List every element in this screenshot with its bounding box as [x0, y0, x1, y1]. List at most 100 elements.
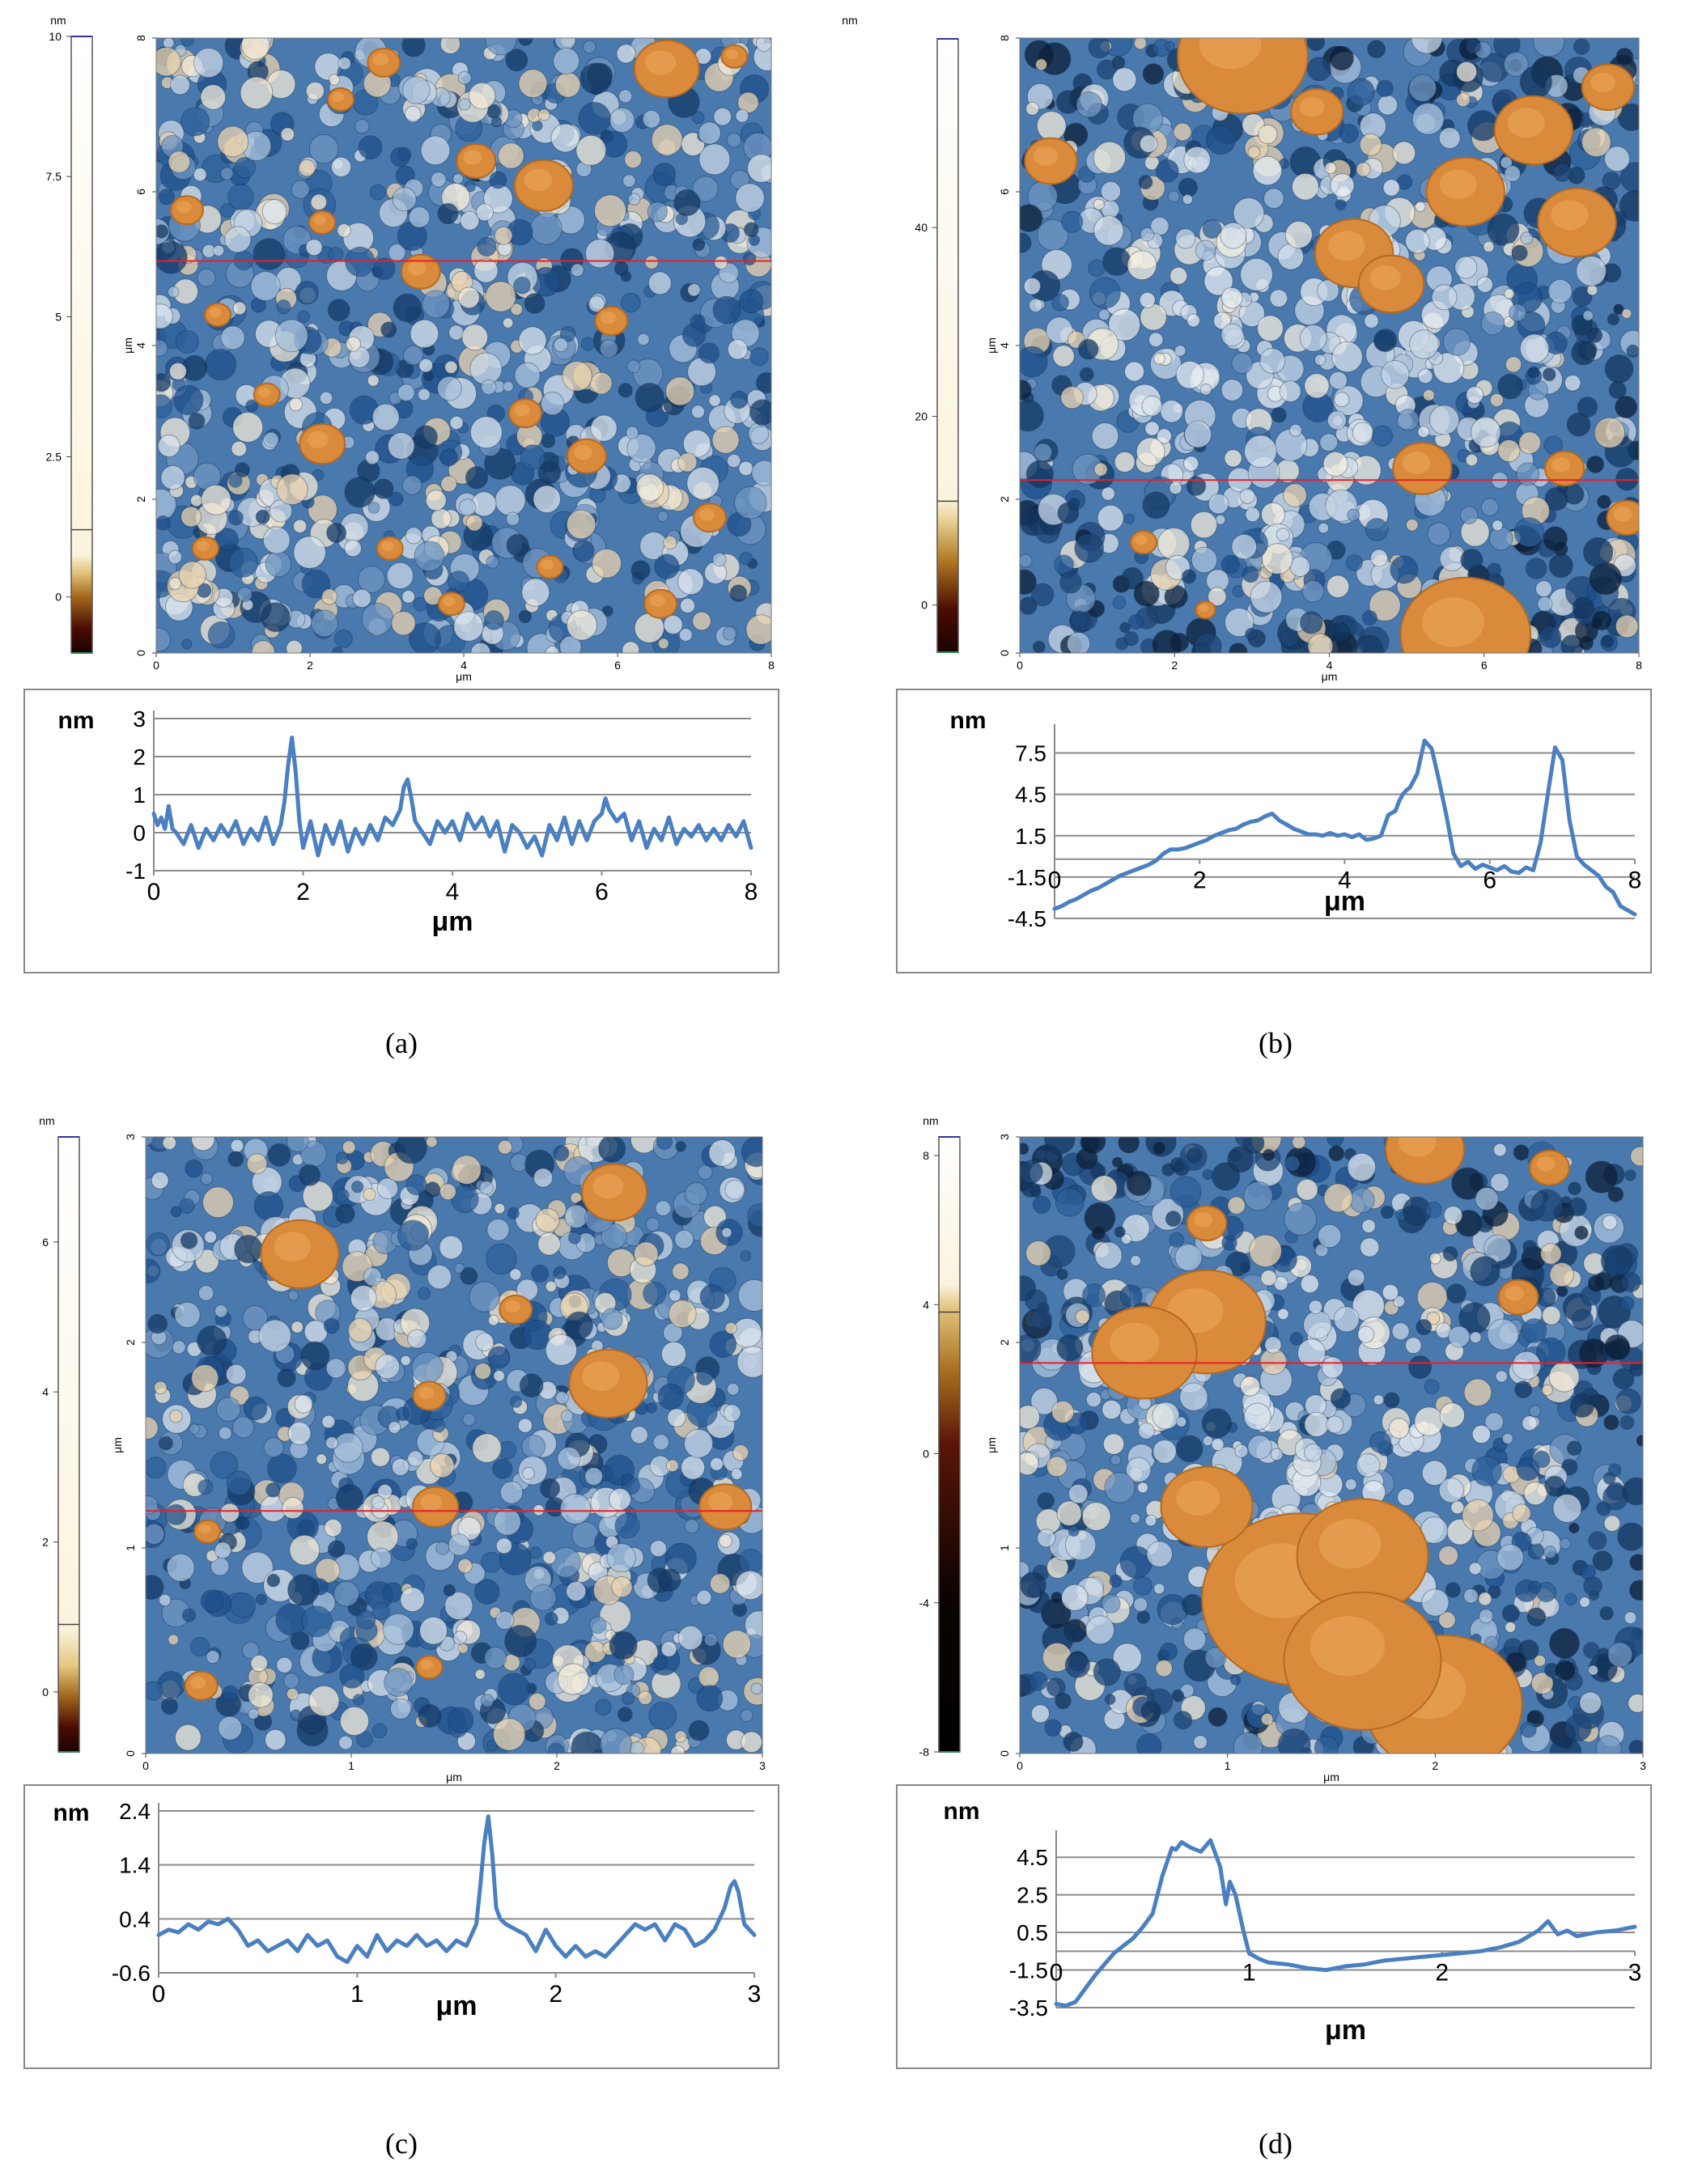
afm-texture-grain: [1553, 163, 1573, 182]
profile-data-point: [1510, 871, 1513, 872]
afm-texture-grain: [391, 1458, 410, 1476]
afm-texture-grain: [165, 1503, 187, 1525]
afm-texture-grain: [747, 1203, 762, 1228]
afm-texture-grain: [1552, 1494, 1582, 1523]
afm-texture-grain: [1462, 1499, 1494, 1532]
colorbar-tick-label: 40: [915, 221, 928, 234]
afm-texture-grain: [397, 384, 415, 402]
afm-texture-grain: [1123, 1673, 1148, 1696]
profile-data-point: [168, 1928, 170, 1931]
image-y-axis-label: μm: [121, 337, 134, 354]
afm-texture-grain: [246, 1153, 268, 1174]
afm-texture-grain: [387, 432, 415, 460]
afm-texture-grain: [537, 1232, 561, 1256]
afm-texture-grain: [1037, 1492, 1055, 1510]
chart-x-axis-label: μm: [431, 906, 473, 937]
afm-texture-grain: [739, 289, 764, 314]
profile-data-point: [1453, 853, 1454, 855]
afm-texture-grain: [518, 609, 532, 624]
profile-data-point: [1344, 1966, 1347, 1967]
afm-texture-grain: [156, 46, 181, 77]
afm-texture-grain: [564, 1204, 588, 1229]
afm-texture-grain: [282, 1673, 299, 1690]
profile-data-point: [188, 1923, 189, 1925]
afm-texture-grain: [1579, 1691, 1602, 1715]
afm-texture-grain: [630, 1426, 648, 1444]
afm-texture-grain: [540, 392, 565, 416]
profile-data-point: [1619, 905, 1621, 907]
profile-data-point: [584, 1956, 587, 1957]
afm-texture-grain: [692, 176, 719, 202]
afm-texture-grain: [1020, 1160, 1043, 1184]
chart-y-tick-label: -1.5: [1008, 865, 1046, 890]
afm-texture-grain: [1101, 486, 1115, 501]
afm-texture-grain: [219, 203, 235, 218]
afm-texture-grain: [638, 1690, 653, 1706]
profile-data-point: [325, 824, 327, 826]
afm-texture-grain: [670, 1745, 686, 1754]
afm-texture-grain: [722, 1630, 752, 1659]
afm-texture-grain: [1421, 1460, 1448, 1486]
afm-texture-grain: [566, 609, 598, 641]
afm-texture-grain: [484, 610, 504, 630]
profile-data-point: [1055, 2003, 1057, 2005]
profile-data-point: [1627, 910, 1628, 911]
profile-data-point: [280, 824, 282, 826]
afm-texture-grain: [486, 1243, 517, 1275]
afm-texture-grain: [570, 1192, 583, 1204]
afm-particle-highlight: [420, 1494, 443, 1512]
afm-texture-grain: [1438, 1478, 1464, 1503]
afm-texture-grain: [180, 107, 210, 137]
afm-texture-grain: [1082, 1283, 1106, 1308]
profile-data-point: [1336, 835, 1339, 837]
profile-data-point: [676, 843, 677, 845]
profile-data-point: [1403, 1957, 1404, 1960]
chart-y-tick-label: 2.5: [1017, 1883, 1048, 1908]
afm-particle-highlight: [1199, 38, 1262, 70]
afm-texture-grain: [1304, 373, 1330, 399]
afm-texture-grain: [1060, 385, 1084, 409]
chart-y-tick-label: 0: [133, 821, 146, 846]
afm-texture-grain: [485, 281, 516, 312]
afm-texture-grain: [174, 1301, 201, 1329]
afm-texture-grain: [1270, 1448, 1284, 1461]
afm-particle-highlight: [524, 168, 553, 192]
afm-texture-grain: [188, 413, 206, 430]
afm-texture-grain: [507, 1207, 520, 1219]
afm-texture-grain: [1227, 1196, 1246, 1215]
profile-data-point: [1213, 835, 1215, 837]
afm-texture-grain: [304, 1320, 328, 1344]
chart-y-tick-label: 0.4: [119, 1906, 151, 1932]
afm-texture-grain: [282, 1496, 304, 1520]
afm-texture-grain: [1496, 1543, 1524, 1571]
afm-texture-grain: [473, 258, 499, 283]
profile-data-point: [605, 1956, 606, 1957]
afm-texture-grain: [1414, 1406, 1444, 1436]
afm-texture-grain: [245, 399, 259, 413]
afm-texture-grain: [291, 1321, 304, 1334]
image-y-tick-label: 3: [998, 1134, 1011, 1140]
profile-data-point: [646, 847, 647, 849]
afm-texture-grain: [1431, 284, 1458, 311]
afm-texture-grain: [736, 1346, 762, 1378]
afm-texture-grain: [242, 1304, 269, 1331]
profile-data-point: [354, 828, 356, 830]
afm-texture-grain: [401, 38, 426, 57]
profile-data-point: [158, 1934, 159, 1936]
afm-texture-grain: [497, 1139, 513, 1155]
afm-texture-grain: [518, 69, 548, 99]
profile-data-point: [1556, 1933, 1559, 1936]
afm-texture-grain: [696, 1589, 712, 1605]
afm-particle-highlight: [1199, 604, 1208, 613]
afm-texture-grain: [1077, 338, 1099, 360]
afm-texture-grain: [571, 1731, 604, 1754]
afm-texture-grain: [1046, 1456, 1068, 1478]
afm-texture-grain: [469, 1281, 500, 1313]
afm-texture-grain: [735, 108, 749, 123]
image-x-tick-label: 1: [1225, 1759, 1231, 1772]
chart-y-axis-label: nm: [944, 1798, 980, 1825]
afm-texture-grain: [492, 1458, 513, 1479]
chart-y-tick-label: 2.4: [119, 1799, 151, 1824]
